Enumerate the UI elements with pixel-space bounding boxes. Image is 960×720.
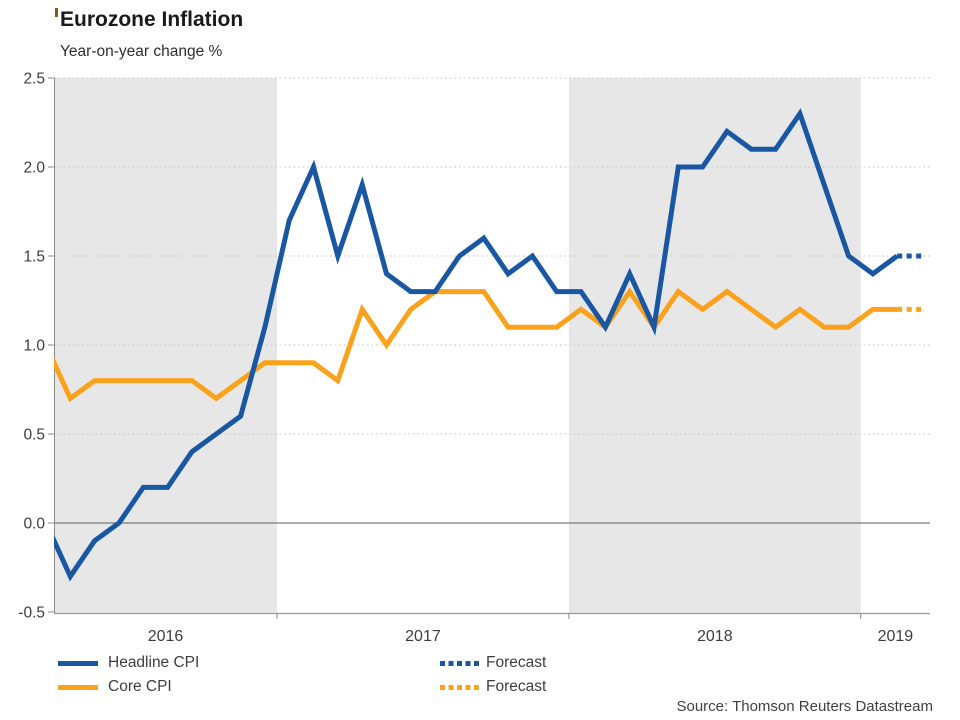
headline-cpi-line — [54, 108, 899, 582]
legend-row-1: Headline CPI Forecast — [58, 651, 758, 675]
legend: Headline CPI Forecast Core CPI Forecast — [58, 651, 758, 699]
x-year-label-2018: 2018 — [697, 628, 733, 645]
x-year-label-2019: 2019 — [878, 628, 914, 645]
y-tick-label: 2.5 — [23, 71, 45, 88]
core-forecast-dotted-swatch — [440, 684, 480, 690]
headline-forecast-dotted-swatch — [440, 660, 480, 666]
core-cpi-line — [54, 287, 898, 403]
legend-label-core-cpi: Core CPI — [108, 678, 172, 695]
legend-row-2: Core CPI Forecast — [58, 675, 758, 699]
chart-title: Eurozone Inflation — [60, 8, 244, 31]
year-band-2018 — [568, 78, 861, 613]
chart-subtitle: Year-on-year change % — [60, 43, 223, 60]
legend-label-headline-cpi: Headline CPI — [108, 654, 200, 671]
y-tick-label: 0.5 — [23, 427, 45, 444]
legend-label-headline-forecast: Forecast — [486, 654, 547, 671]
logo-mark — [55, 8, 58, 17]
x-year-label-2016: 2016 — [148, 628, 184, 645]
y-tick-label: 1.0 — [23, 338, 45, 355]
y-tick-label: 0.0 — [23, 516, 45, 533]
core-cpi-line-swatch — [58, 684, 98, 690]
y-tick-label: 2.0 — [23, 160, 45, 177]
source-attribution: Source: Thomson Reuters Datastream — [676, 698, 933, 715]
y-tick-label: 1.5 — [23, 249, 45, 266]
legend-label-core-forecast: Forecast — [486, 678, 547, 695]
y-tick-label: -0.5 — [18, 605, 45, 622]
x-year-label-2017: 2017 — [405, 628, 441, 645]
series-group — [54, 108, 922, 582]
headline-cpi-line-swatch — [58, 660, 98, 666]
